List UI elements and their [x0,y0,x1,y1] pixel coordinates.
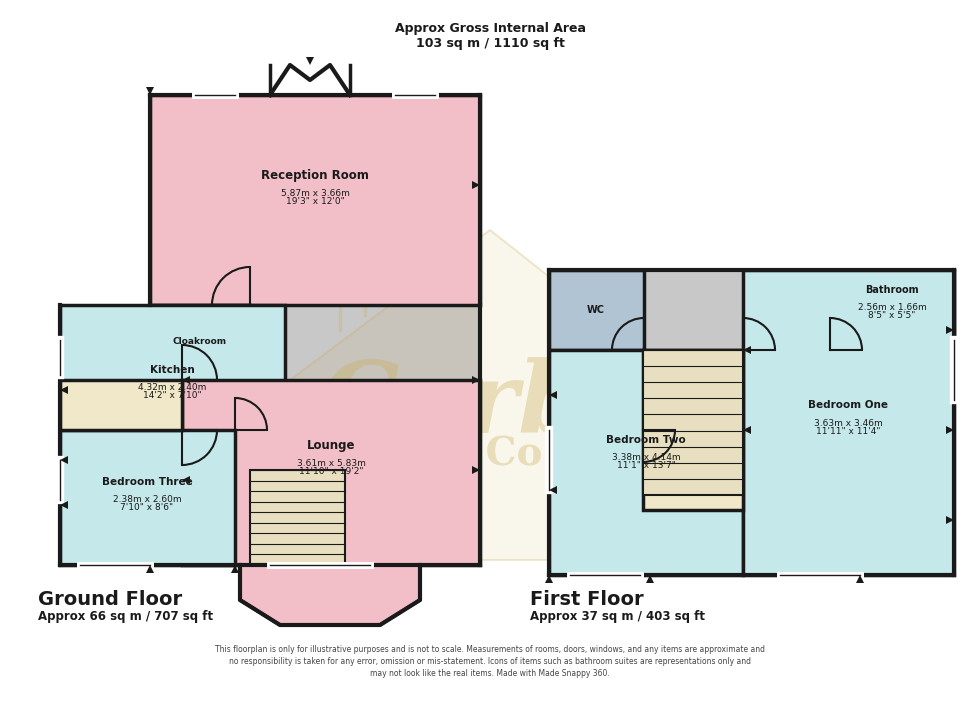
Polygon shape [946,516,954,524]
Bar [60,305,285,470]
Text: Approx Gross Internal Area: Approx Gross Internal Area [395,22,585,35]
Polygon shape [743,426,751,434]
Polygon shape [182,376,190,384]
Polygon shape [472,376,480,384]
Bar [250,470,345,565]
Polygon shape [60,386,68,394]
Text: 103 sq m / 1110 sq ft: 103 sq m / 1110 sq ft [416,37,564,50]
Text: Bedroom Three: Bedroom Three [102,477,192,487]
Polygon shape [646,575,654,583]
Text: 3.38m x 4.14m: 3.38m x 4.14m [612,453,680,463]
Text: Ground Floor: Ground Floor [38,590,182,609]
Text: 3.61m x 5.83m: 3.61m x 5.83m [297,458,366,468]
Polygon shape [946,326,954,334]
Text: Cloakroom: Cloakroom [172,337,227,347]
Bar [830,270,954,350]
Text: Approx 37 sq m / 403 sq ft: Approx 37 sq m / 403 sq ft [530,610,705,623]
Polygon shape [60,501,68,509]
Polygon shape [743,346,751,354]
Text: 3.63m x 3.46m: 3.63m x 3.46m [813,419,882,427]
Polygon shape [146,565,154,573]
Text: Bedroom Two: Bedroom Two [606,435,686,445]
Text: 11'1" x 13'7": 11'1" x 13'7" [616,461,675,471]
Polygon shape [231,565,239,573]
Polygon shape [182,476,190,484]
Text: This floorplan is only for illustrative purposes and is not to scale. Measuremen: This floorplan is only for illustrative … [215,645,765,654]
Polygon shape [549,486,557,494]
Text: Reception Room: Reception Room [261,168,368,181]
Text: may not look like the real items. Made with Made Snappy 360.: may not look like the real items. Made w… [370,669,610,678]
Bar [150,95,480,305]
Bar [643,350,743,495]
Polygon shape [946,426,954,434]
Polygon shape [60,456,68,464]
Text: Bedroom One: Bedroom One [808,400,888,410]
Polygon shape [472,181,480,189]
Polygon shape [240,565,420,625]
Bar [549,350,743,575]
Polygon shape [306,57,314,65]
Polygon shape [290,230,680,560]
Text: Approx 66 sq m / 707 sq ft: Approx 66 sq m / 707 sq ft [38,610,213,623]
Polygon shape [545,575,553,583]
Bar [60,380,182,430]
Polygon shape [549,391,557,399]
Bar [549,270,954,575]
Text: Kitchen: Kitchen [150,365,194,375]
Text: 5.87m x 3.66m: 5.87m x 3.66m [280,188,350,198]
Text: WC: WC [587,305,605,315]
Text: First Floor: First Floor [530,590,644,609]
Text: 7'10" x 8'6": 7'10" x 8'6" [121,503,173,513]
Bar [182,95,482,565]
Polygon shape [146,87,154,95]
Bar [743,270,954,575]
Text: 11'10" x 19'2": 11'10" x 19'2" [299,466,364,476]
Bar [60,430,235,565]
Text: 14'2" x 7'10": 14'2" x 7'10" [143,391,201,401]
Text: 8'5" x 5'5": 8'5" x 5'5" [868,311,915,321]
Text: 19'3" x 12'0": 19'3" x 12'0" [285,196,344,206]
Text: no responsibility is taken for any error, omission or mis-statement. Icons of it: no responsibility is taken for any error… [229,657,751,666]
Bar [643,350,743,510]
Bar [182,380,480,565]
Text: Lounge: Lounge [307,438,355,451]
Polygon shape [472,466,480,474]
Bar [150,305,250,380]
Text: 11'11" x 11'4": 11'11" x 11'4" [815,427,880,435]
Text: 2.56m x 1.66m: 2.56m x 1.66m [858,303,926,313]
Text: Bathroom: Bathroom [865,285,919,295]
Text: 4.32m x 2.40m: 4.32m x 2.40m [138,383,206,393]
Text: Corbn: Corbn [319,357,661,453]
Text: 2.38m x 2.60m: 2.38m x 2.60m [113,495,181,505]
Text: & Co: & Co [437,436,543,474]
Bar [549,270,644,350]
Polygon shape [856,575,864,583]
